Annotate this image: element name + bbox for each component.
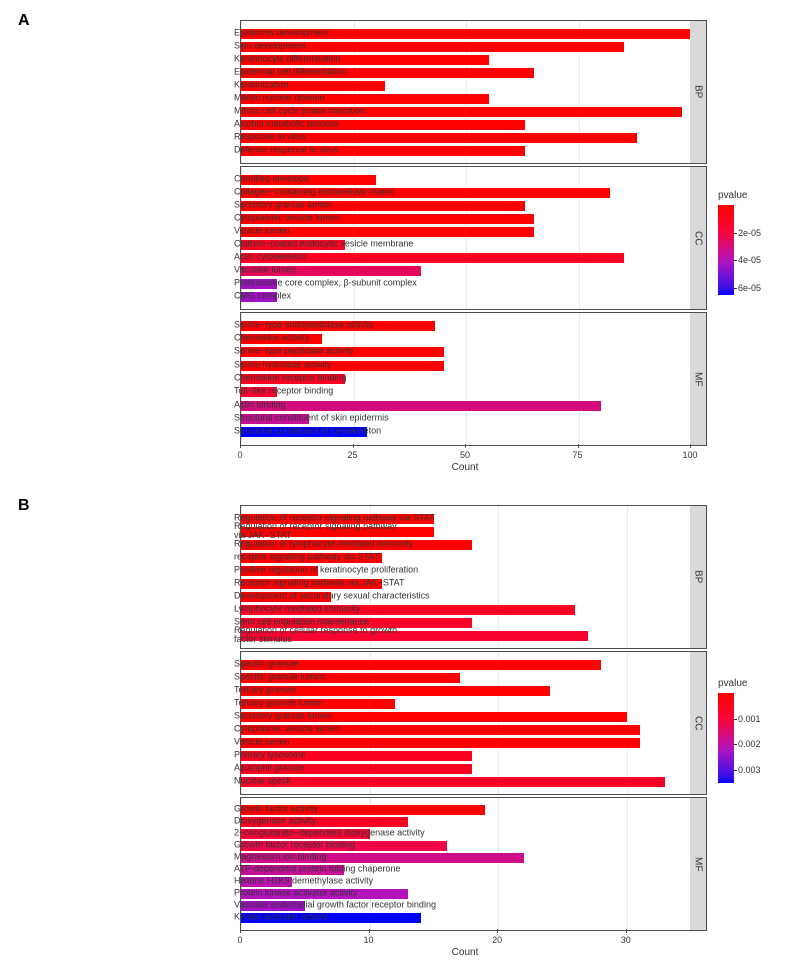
y-axis-label: Keratinization xyxy=(234,80,237,89)
y-axis-label: Chemokine activity xyxy=(234,334,237,343)
facet-strip: MF xyxy=(690,797,707,931)
y-axis-label: Regulation of lymphocyte mediated immuni… xyxy=(234,539,237,548)
legend: pvalue 2e-054e-056e-05 xyxy=(718,190,747,295)
y-axis-label: receptor signaling pathway via STAT xyxy=(234,552,237,561)
y-axis-label: Vascular endothelial growth factor recep… xyxy=(234,901,237,910)
y-axis-label: Epidermal cell differentiation xyxy=(234,67,237,76)
x-tick-label: 75 xyxy=(572,450,582,460)
bar xyxy=(241,738,640,748)
y-axis-label: Vacuolar lumen xyxy=(234,265,237,274)
y-axis-label: Primary lysosome xyxy=(234,750,237,759)
y-axis-label: CMG complex xyxy=(234,291,237,300)
y-axis-label: Lymphocyte mediated immunity xyxy=(234,604,237,613)
y-axis-label: Serine−type peptidase activity xyxy=(234,347,237,356)
x-tick-label: 50 xyxy=(460,450,470,460)
x-tick-label: 10 xyxy=(364,935,374,945)
y-axis-label: Cytoplasmic vesicle lumen xyxy=(234,213,237,222)
legend-tick-label: 0.003 xyxy=(738,765,761,775)
y-axis-label: Regulation of cellular response to growt… xyxy=(234,626,237,644)
facet-strip: BP xyxy=(690,505,707,649)
y-axis-label: Collagen−containing extracellular matrix xyxy=(234,187,237,196)
y-axis-label: Serine−type endopeptidase activity xyxy=(234,320,237,329)
y-axis-label: Vesicle lumen xyxy=(234,737,237,746)
x-tick-label: 0 xyxy=(237,935,242,945)
legend-title: pvalue xyxy=(718,190,747,201)
y-axis-label: Actin cytoskeleton xyxy=(234,252,237,261)
legend-tick-label: 6e-05 xyxy=(738,283,761,293)
panel-label: B xyxy=(18,497,30,515)
facet-strip: BP xyxy=(690,20,707,164)
y-axis-label: Magnesium ion binding xyxy=(234,853,237,862)
y-axis-label: Receptor signaling pathway via JAK−STAT xyxy=(234,578,237,587)
y-axis-label: Cornified envelope xyxy=(234,174,237,183)
y-axis-label: Kinase activator activity xyxy=(234,913,237,922)
y-axis-label: Skin development xyxy=(234,41,237,50)
x-tick-label: 0 xyxy=(237,450,242,460)
x-tick-label: 20 xyxy=(492,935,502,945)
y-axis-label: Epidermis development xyxy=(234,28,237,37)
y-axis-label: Regulation of receptor signaling pathway… xyxy=(234,522,237,540)
y-axis-label: Protein kinase activator activity xyxy=(234,889,237,898)
y-axis-label: Dioxygenase activity xyxy=(234,817,237,826)
x-tick-label: 100 xyxy=(682,450,697,460)
bar xyxy=(241,401,601,411)
legend-tick-label: 0.002 xyxy=(738,739,761,749)
y-axis-label: Positive regulation of keratinocyte prol… xyxy=(234,565,237,574)
y-axis-label: Serine hydrolase activity xyxy=(234,360,237,369)
y-axis-label: Tertiary granule xyxy=(234,685,237,694)
y-axis-label: Vesicle lumen xyxy=(234,226,237,235)
y-axis-label: Keratinocyte differentiation xyxy=(234,54,237,63)
y-axis-label: Tertiary granule lumen xyxy=(234,698,237,707)
x-tick-label: 30 xyxy=(621,935,631,945)
legend-title: pvalue xyxy=(718,678,747,689)
y-axis-label: Chemokine receptor binding xyxy=(234,374,237,383)
y-axis-label: Mitotic nuclear division xyxy=(234,93,237,102)
y-axis-label: Growth factor receptor binding xyxy=(234,841,237,850)
x-tick-label: 25 xyxy=(347,450,357,460)
y-axis-label: Development of secondary sexual characte… xyxy=(234,591,237,600)
y-axis-label: Specific granule xyxy=(234,659,237,668)
panel-label: A xyxy=(18,12,30,30)
y-axis-label: 2−oxoglutarate−dependent dioxygenase act… xyxy=(234,829,237,838)
legend-tick-label: 4e-05 xyxy=(738,255,761,265)
y-axis-label: Clathrin−coated endocytic vesicle membra… xyxy=(234,239,237,248)
colorbar: 0.0010.0020.003 xyxy=(718,693,734,783)
y-axis-label: Proteasome core complex, β-subunit compl… xyxy=(234,278,237,287)
figure: A BP Epidermis development Skin development… xyxy=(0,0,809,967)
y-axis-label: Histone H3K9 demethylase activity xyxy=(234,877,237,886)
legend: pvalue 0.0010.0020.003 xyxy=(718,678,747,783)
colorbar: 2e-054e-056e-05 xyxy=(718,205,734,295)
y-axis-label: Structural constituent of cytoskeleton xyxy=(234,427,237,436)
y-axis-label: Toll−like receptor binding xyxy=(234,387,237,396)
y-axis-label: Response to virus xyxy=(234,132,237,141)
y-axis-label: Cytoplasmic vesicle lumen xyxy=(234,724,237,733)
y-axis-label: ATP-dependent protein folding chaperone xyxy=(234,865,237,874)
y-axis-label: Actin binding xyxy=(234,400,237,409)
facet-strip: MF xyxy=(690,312,707,446)
y-axis-label: Alcohol metabolic process xyxy=(234,119,237,128)
y-axis-label: Secretory granule lumen xyxy=(234,711,237,720)
legend-tick-label: 2e-05 xyxy=(738,228,761,238)
legend-tick-label: 0.001 xyxy=(738,714,761,724)
y-axis-label: Defense response to virus xyxy=(234,145,237,154)
x-axis-title: Count xyxy=(452,947,479,958)
x-axis-title: Count xyxy=(452,462,479,473)
bar xyxy=(241,777,665,787)
y-axis-label: Nuclear speck xyxy=(234,776,237,785)
facet-strip: CC xyxy=(690,166,707,310)
y-axis-label: Structural constituent of skin epidermis xyxy=(234,414,237,423)
facet-strip: CC xyxy=(690,651,707,795)
y-axis-label: Azurophil granule xyxy=(234,763,237,772)
y-axis-label: Mitotic cell cycle phase transition xyxy=(234,106,237,115)
y-axis-label: Secretory granule lumen xyxy=(234,200,237,209)
y-axis-label: Specific granule lumen xyxy=(234,672,237,681)
y-axis-label: Growth factor activity xyxy=(234,805,237,814)
